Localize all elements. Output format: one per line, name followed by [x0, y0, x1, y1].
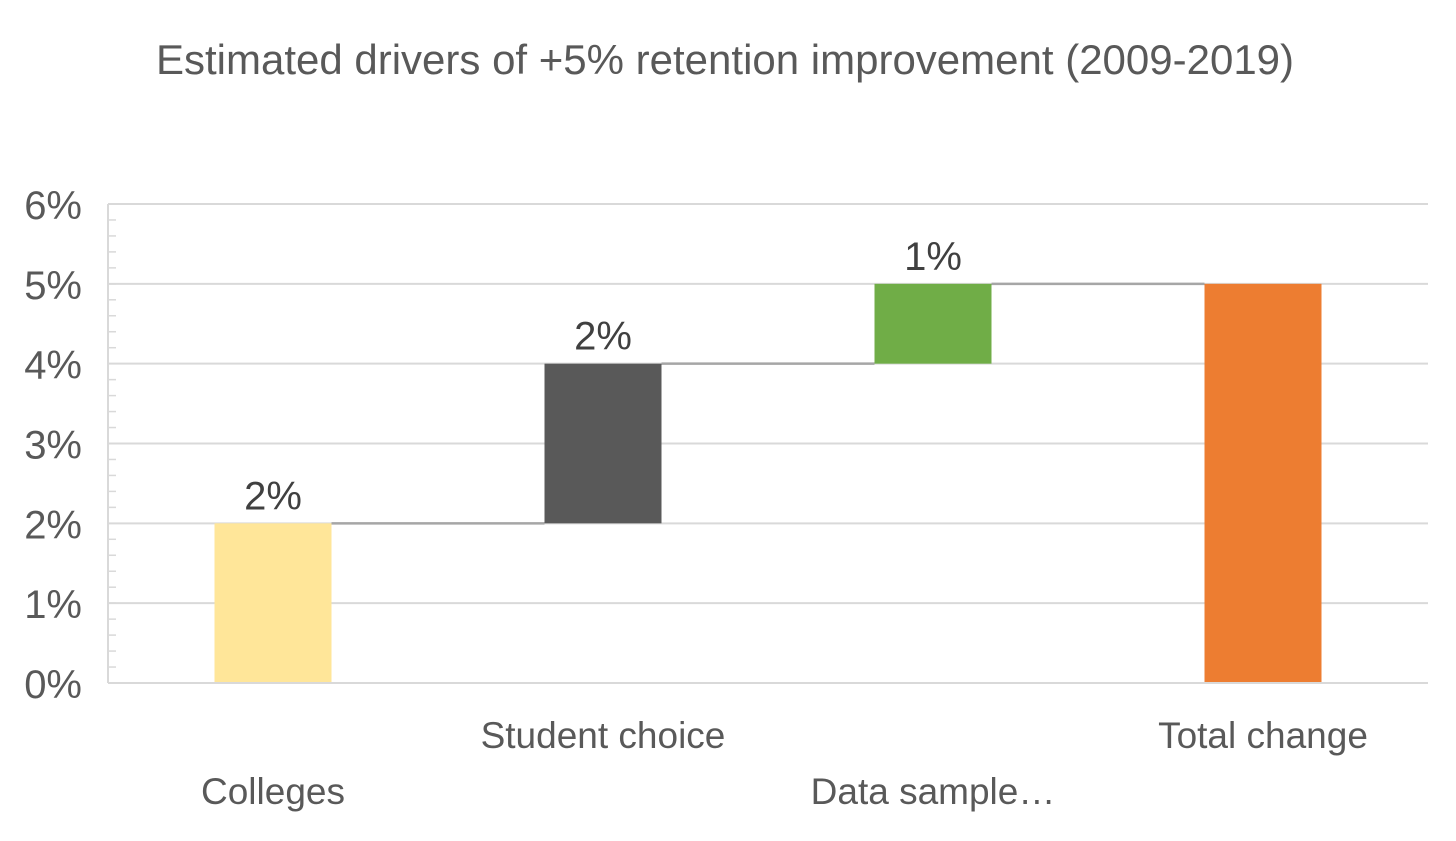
category-label: Colleges [201, 771, 345, 812]
y-tick-label: 3% [24, 424, 82, 468]
data-labels: 2% 2% 1% [244, 235, 962, 519]
category-label: Student choice [481, 715, 726, 756]
y-tick-label: 4% [24, 344, 82, 388]
connectors [331, 282, 1205, 525]
category-label: Total change [1158, 715, 1368, 756]
category-label: Data sample… [811, 771, 1056, 812]
y-tick-label: 1% [24, 583, 82, 627]
bar [214, 523, 332, 683]
y-tick-label: 6% [24, 184, 82, 228]
bar [874, 283, 992, 364]
bar [544, 363, 662, 524]
bar [1204, 283, 1322, 683]
bars [214, 283, 1322, 683]
axes [107, 204, 1428, 684]
y-tick-labels: 0% 1% 2% 3% 4% 5% 6% [24, 184, 82, 707]
y-tick-label: 5% [24, 264, 82, 308]
minor-ticks [108, 203, 116, 684]
y-tick-label: 2% [24, 503, 82, 547]
data-label: 1% [904, 235, 962, 279]
y-tick-label: 0% [24, 663, 82, 707]
category-labels: Colleges Student choice Data sample… Total … [201, 715, 1368, 812]
chart-title: Estimated drivers of +5% retention impro… [155, 36, 1295, 83]
data-label: 2% [574, 315, 632, 359]
data-label: 2% [244, 474, 302, 518]
